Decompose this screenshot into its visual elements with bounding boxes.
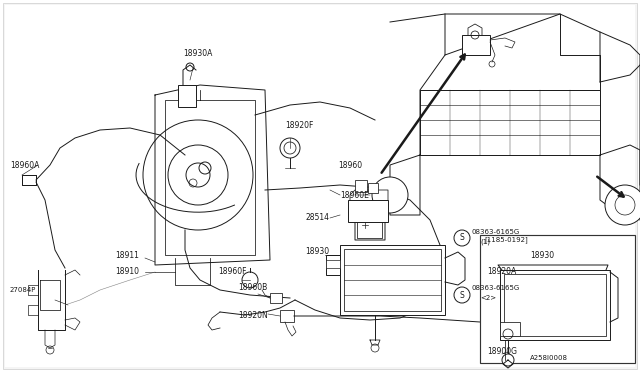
Text: S: S — [460, 234, 465, 243]
Circle shape — [454, 287, 470, 303]
Bar — [420, 90, 600, 155]
Text: S: S — [460, 291, 465, 299]
Text: 18911: 18911 — [115, 250, 139, 260]
Bar — [22, 175, 36, 185]
Text: 18910: 18910 — [115, 267, 139, 276]
Text: 28514: 28514 — [305, 214, 329, 222]
Text: 18900G: 18900G — [487, 347, 517, 356]
Bar — [326, 260, 340, 268]
Text: 18960B: 18960B — [238, 283, 268, 292]
Bar — [270, 293, 282, 303]
Text: 18930: 18930 — [305, 247, 329, 257]
Circle shape — [372, 177, 408, 213]
Text: A258I0008: A258I0008 — [530, 355, 568, 361]
Bar — [462, 35, 490, 55]
Circle shape — [502, 354, 514, 366]
Text: 18920F: 18920F — [285, 121, 314, 129]
Bar — [348, 200, 388, 222]
Circle shape — [605, 185, 640, 225]
Bar — [280, 310, 294, 322]
Bar — [355, 180, 367, 192]
Bar — [500, 322, 520, 336]
Bar — [368, 183, 378, 193]
Bar — [326, 255, 340, 275]
Text: 08363-6165G: 08363-6165G — [472, 229, 520, 235]
Text: (1): (1) — [480, 239, 490, 245]
Text: 18960F: 18960F — [218, 267, 246, 276]
Text: 27084P: 27084P — [10, 287, 36, 293]
Bar — [500, 270, 610, 340]
Text: 18920A: 18920A — [487, 267, 516, 276]
Bar — [340, 245, 445, 315]
Text: 18920N: 18920N — [238, 311, 268, 320]
Text: 18930A: 18930A — [183, 48, 212, 58]
Circle shape — [454, 230, 470, 246]
Bar — [504, 274, 606, 336]
Circle shape — [186, 163, 210, 187]
Text: 18960: 18960 — [338, 160, 362, 170]
Bar — [480, 235, 635, 363]
Bar — [22, 175, 36, 185]
Text: <2>: <2> — [480, 295, 496, 301]
Bar — [178, 85, 196, 107]
Bar — [344, 249, 441, 311]
Text: [1185-0192]: [1185-0192] — [484, 237, 528, 243]
Text: 18930: 18930 — [530, 250, 554, 260]
Text: 18960E: 18960E — [340, 190, 369, 199]
Text: 08363-6165G: 08363-6165G — [472, 285, 520, 291]
Text: 18960A: 18960A — [10, 160, 40, 170]
